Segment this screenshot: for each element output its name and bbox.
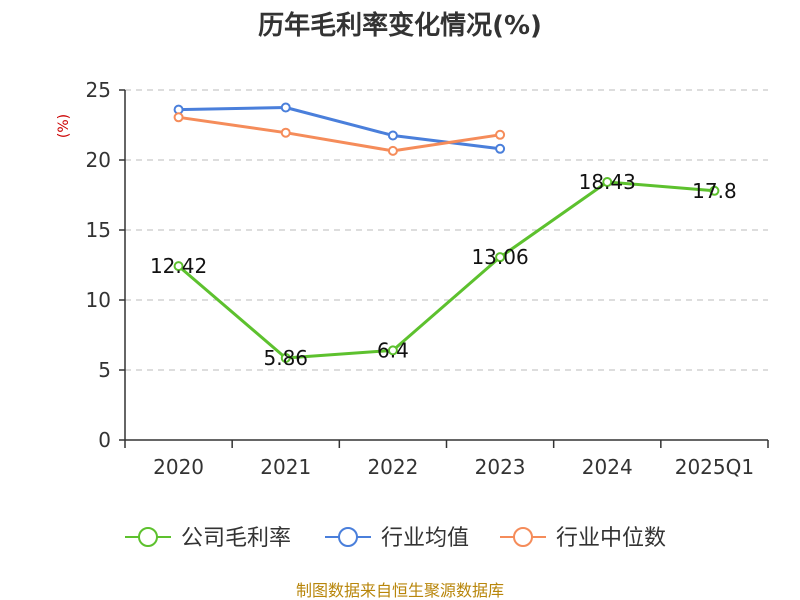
y-tick-label: 10 [86, 288, 111, 312]
data-point [387, 345, 398, 356]
data-label: 18.43 [579, 170, 636, 194]
y-axis-ticks: 0 5 10 15 20 25 [86, 78, 111, 452]
series-line [178, 115, 501, 153]
data-point [387, 145, 398, 156]
x-axis-ticks: 2020 2021 2022 2023 2024 2025Q1 [153, 455, 754, 479]
data-labels: 12.42 5.86 6.4 13.06 18.43 17.8 [150, 170, 737, 370]
chart-title: 历年毛利率变化情况(%) [258, 10, 542, 41]
legend-marker [138, 527, 158, 547]
legend-marker [338, 527, 358, 547]
data-label: 13.06 [471, 245, 528, 269]
data-point [602, 176, 613, 187]
data-point [495, 143, 506, 154]
axes [119, 89, 769, 448]
data-label: 17.8 [692, 179, 737, 203]
data-point [709, 185, 720, 196]
y-tick-label: 5 [98, 358, 111, 382]
data-point [387, 130, 398, 141]
series-line [177, 180, 715, 360]
legend[interactable]: 公司毛利率 行业均值 行业中位数 [125, 526, 666, 551]
data-point [173, 261, 184, 272]
legend-label: 公司毛利率 [181, 526, 291, 551]
data-label: 6.4 [377, 338, 409, 362]
legend-label: 行业均值 [381, 526, 469, 551]
data-label: 5.86 [263, 346, 308, 370]
legend-item[interactable]: 行业中位数 [500, 526, 666, 551]
data-point [173, 112, 184, 123]
y-axis-unit: (%) [56, 114, 72, 138]
data-point [280, 102, 291, 113]
data-point [495, 129, 506, 140]
x-tick-label: 2022 [367, 455, 418, 479]
y-tick-label: 20 [86, 148, 111, 172]
data-point [280, 352, 291, 363]
y-tick-label: 0 [98, 428, 111, 452]
data-point [280, 127, 291, 138]
y-tick-label: 25 [86, 78, 111, 102]
legend-item[interactable]: 行业均值 [325, 526, 469, 551]
y-tick-label: 15 [86, 218, 111, 242]
legend-item[interactable]: 公司毛利率 [125, 526, 291, 551]
x-tick-label: 2021 [260, 455, 311, 479]
gridlines [125, 89, 768, 371]
legend-marker [513, 527, 533, 547]
x-tick-label: 2024 [582, 455, 633, 479]
x-tick-label: 2020 [153, 455, 204, 479]
data-label: 12.42 [150, 254, 207, 278]
legend-label: 行业中位数 [556, 526, 666, 551]
data-point [495, 252, 506, 263]
series [173, 102, 720, 363]
source-note: 制图数据来自恒生聚源数据库 [296, 581, 504, 600]
x-tick-label: 2023 [475, 455, 526, 479]
x-tick-label: 2025Q1 [675, 455, 754, 479]
